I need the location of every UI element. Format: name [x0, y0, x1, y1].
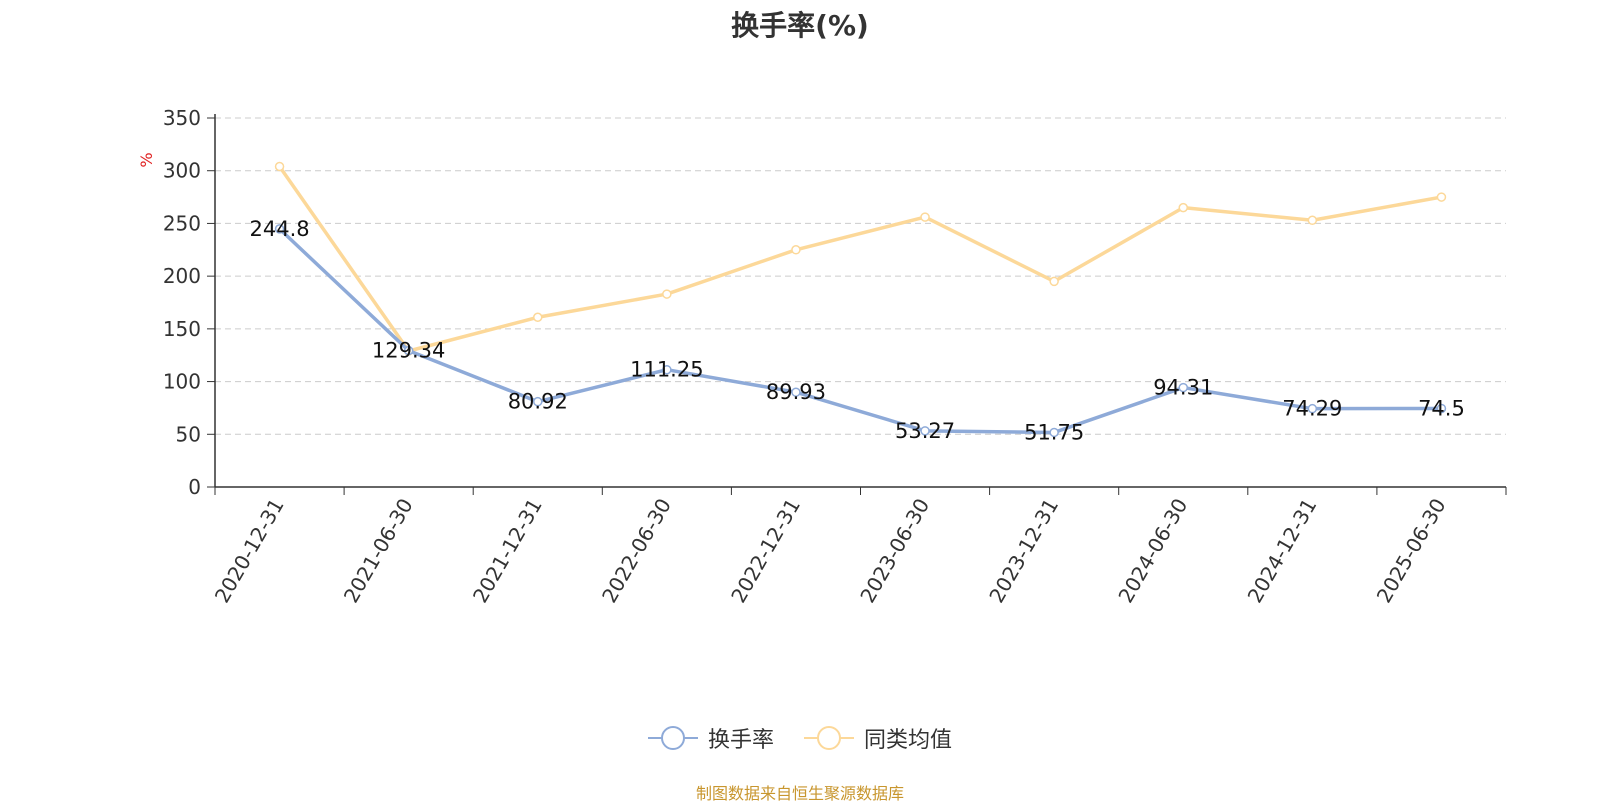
data-point: [533, 312, 543, 323]
data-label: 74.29: [1282, 397, 1342, 421]
data-point: [1049, 427, 1059, 438]
x-tick-label: 2024-12-31: [1243, 494, 1322, 607]
series: [274, 161, 1447, 438]
x-tick-label: 2021-06-30: [339, 494, 418, 607]
data-label: 53.27: [895, 419, 955, 443]
data-point: [1049, 276, 1059, 287]
data-label: 80.92: [508, 390, 568, 414]
y-tick-label: 50: [176, 422, 201, 446]
y-tick-label: 350: [163, 106, 201, 130]
data-point: [920, 212, 930, 222]
x-tick-label: 2023-12-31: [984, 494, 1063, 607]
data-point: [920, 426, 930, 436]
y-tick-label: 200: [163, 264, 201, 288]
data-point: [403, 345, 414, 356]
data-labels: 244.8 129.34 80.92 111.25 89.93 53.27 51.75 94.…: [249, 217, 1464, 445]
data-point: [662, 289, 672, 299]
y-axis-label: %: [137, 152, 156, 167]
data-point: [1307, 403, 1318, 414]
x-tick-label: 2025-06-30: [1372, 494, 1451, 607]
data-label: 74.5: [1418, 396, 1465, 420]
data-point: [662, 364, 672, 375]
data-point: [533, 396, 543, 407]
legend-label-turnover: 换手率: [707, 728, 774, 753]
x-tick-label: 2023-06-30: [855, 494, 934, 607]
series-line-0: [278, 227, 1442, 435]
legend: 换手率 同类均值: [0, 722, 1600, 754]
data-point: [1307, 215, 1318, 226]
x-tick-label: 2020-12-31: [210, 494, 289, 607]
data-point: [791, 387, 801, 397]
data-point: [274, 161, 285, 172]
data-label: 129.34: [372, 339, 445, 363]
data-point: [274, 224, 285, 234]
y-tick-label: 300: [163, 159, 201, 183]
data-label: 51.75: [1024, 420, 1084, 444]
x-tick-label: 2024-06-30: [1113, 494, 1192, 607]
data-label: 111.25: [630, 358, 703, 382]
data-point: [1178, 202, 1188, 213]
data-point: [1436, 192, 1447, 202]
legend-dot-peer-average: [817, 726, 841, 750]
legend-marker-peer-average: [804, 726, 854, 750]
x-tick-label: 2022-12-31: [726, 494, 805, 607]
legend-item-peer-average[interactable]: 同类均值: [804, 722, 952, 754]
source-note: 制图数据来自恒生聚源数据库: [695, 784, 904, 803]
data-label: 244.8: [249, 217, 309, 241]
y-tick-label: 0: [188, 475, 201, 499]
legend-item-turnover[interactable]: 换手率: [647, 722, 774, 754]
legend-label-peer-average: 同类均值: [864, 728, 953, 753]
data-point: [791, 245, 801, 255]
legend-marker-turnover: [647, 726, 698, 750]
legend-dot-turnover: [660, 726, 685, 750]
axes: 0 50 100 150 200 250 300 350 2020-12-31 2021-06-3…: [163, 106, 1507, 607]
y-tick-label: 150: [163, 317, 201, 341]
data-label: 89.93: [766, 380, 826, 404]
data-point: [1178, 382, 1188, 393]
grid-lines: [215, 117, 1506, 435]
y-tick-label: 250: [163, 211, 201, 235]
data-point: [1436, 403, 1447, 414]
y-tick-label: 100: [163, 370, 201, 394]
series-line-1: [278, 165, 1442, 353]
x-tick-label: 2021-12-31: [468, 494, 547, 607]
data-label: 94.31: [1153, 376, 1213, 400]
chart-title: 换手率(%): [731, 9, 869, 42]
x-tick-label: 2022-06-30: [597, 494, 676, 607]
